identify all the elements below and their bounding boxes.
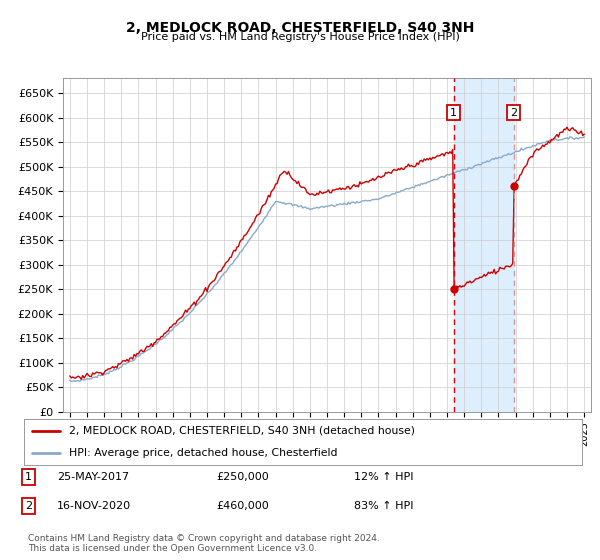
Text: 2, MEDLOCK ROAD, CHESTERFIELD, S40 3NH (detached house): 2, MEDLOCK ROAD, CHESTERFIELD, S40 3NH (… (68, 426, 415, 436)
Text: 2: 2 (25, 501, 32, 511)
Text: £250,000: £250,000 (216, 472, 269, 482)
Text: 16-NOV-2020: 16-NOV-2020 (57, 501, 131, 511)
Text: Contains HM Land Registry data © Crown copyright and database right 2024.
This d: Contains HM Land Registry data © Crown c… (28, 534, 380, 553)
Text: 1: 1 (450, 108, 457, 118)
Text: HPI: Average price, detached house, Chesterfield: HPI: Average price, detached house, Ches… (68, 448, 337, 458)
Text: 2, MEDLOCK ROAD, CHESTERFIELD, S40 3NH: 2, MEDLOCK ROAD, CHESTERFIELD, S40 3NH (126, 21, 474, 35)
Text: 1: 1 (25, 472, 32, 482)
Text: 12% ↑ HPI: 12% ↑ HPI (354, 472, 413, 482)
Text: £460,000: £460,000 (216, 501, 269, 511)
Text: Price paid vs. HM Land Registry's House Price Index (HPI): Price paid vs. HM Land Registry's House … (140, 32, 460, 42)
Text: 2: 2 (510, 108, 517, 118)
Bar (454, 78, 514, 412)
Text: 25-MAY-2017: 25-MAY-2017 (57, 472, 129, 482)
Text: 83% ↑ HPI: 83% ↑ HPI (354, 501, 413, 511)
